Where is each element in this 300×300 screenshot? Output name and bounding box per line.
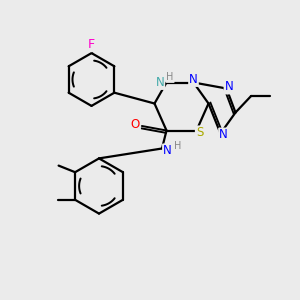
Text: O: O [131,118,140,131]
Text: H: H [174,141,181,151]
Text: S: S [196,126,203,140]
Text: N: N [224,80,233,94]
Text: F: F [88,38,95,51]
Text: N: N [189,73,198,86]
Text: H: H [167,72,174,82]
Text: N: N [219,128,228,142]
Text: N: N [155,76,164,89]
Text: N: N [163,144,172,158]
